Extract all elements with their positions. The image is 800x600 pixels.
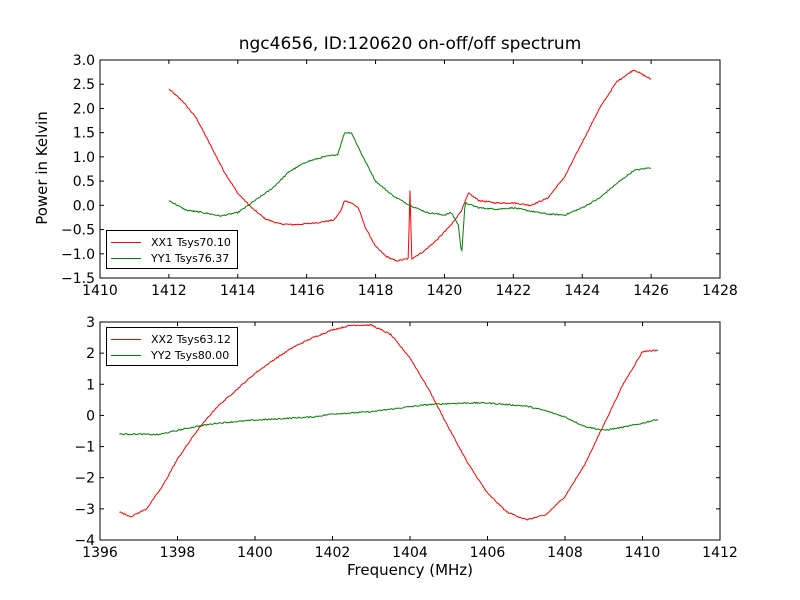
y-tick-label: 1.5 <box>73 126 95 142</box>
x-tick-label: 1396 <box>82 545 118 561</box>
y-tick-label: −3 <box>74 502 95 518</box>
x-tick-label: 1406 <box>470 545 506 561</box>
x-tick-label: 1400 <box>237 545 273 561</box>
legend-label-xx1: XX1 Tsys70.10 <box>151 235 231 249</box>
legend-entry-yy2: YY2 Tsys80.00 <box>111 347 231 363</box>
series-line-xx2 <box>119 323 659 521</box>
y-tick-label: −0.5 <box>61 223 95 239</box>
x-tick-label: 1428 <box>702 283 738 299</box>
x-tick-label: 1410 <box>82 283 118 299</box>
x-tick-label: 1418 <box>358 283 394 299</box>
series-line-yy1 <box>168 131 652 253</box>
legend-entry-xx1: XX1 Tsys70.10 <box>111 234 231 250</box>
x-tick-label: 1402 <box>315 545 351 561</box>
legend-label-xx2: XX2 Tsys63.12 <box>151 332 231 346</box>
y-tick-label: 2.5 <box>73 77 95 93</box>
y-tick-label: 0.5 <box>73 174 95 190</box>
series-line-xx1 <box>168 69 652 262</box>
x-axis-label: Frequency (MHz) <box>346 561 474 579</box>
y-tick-label: −1.5 <box>61 271 95 287</box>
y-tick-label: −2 <box>74 471 95 487</box>
x-tick-label: 1412 <box>702 545 738 561</box>
y-tick-label: 2.0 <box>73 101 95 117</box>
legend-entry-xx2: XX2 Tsys63.12 <box>111 331 231 347</box>
x-tick-label: 1420 <box>427 283 463 299</box>
chart-title: ngc4656, ID:120620 on-off/off spectrum <box>238 34 582 54</box>
y-tick-label: −1 <box>74 440 95 456</box>
legend-swatch-xx1 <box>111 241 141 243</box>
x-tick-label: 1426 <box>633 283 669 299</box>
x-tick-label: 1404 <box>392 545 428 561</box>
legend-swatch-xx2 <box>111 338 141 340</box>
y-tick-label: 2 <box>86 346 95 362</box>
x-tick-label: 1414 <box>220 283 256 299</box>
y-tick-label: 0 <box>86 408 95 424</box>
legend-entry-yy1: YY1 Tsys76.37 <box>111 250 231 266</box>
x-tick-label: 1422 <box>496 283 532 299</box>
x-tick-label: 1398 <box>160 545 196 561</box>
y-tick-label: 0.0 <box>73 198 95 214</box>
legend-label-yy1: YY1 Tsys76.37 <box>151 251 230 265</box>
y-tick-label: 3.0 <box>73 53 95 69</box>
x-tick-label: 1424 <box>564 283 600 299</box>
x-tick-label: 1416 <box>289 283 325 299</box>
y-tick-label: −1.0 <box>61 247 95 263</box>
y-tick-label: 1 <box>86 377 95 393</box>
x-tick-label: 1410 <box>625 545 661 561</box>
y-tick-label: 1.0 <box>73 150 95 166</box>
y-tick-label: −4 <box>74 533 95 549</box>
top-legend: XX1 Tsys70.10 YY1 Tsys76.37 <box>106 230 238 269</box>
plot-frame <box>99 59 721 279</box>
legend-label-yy2: YY2 Tsys80.00 <box>151 348 230 362</box>
legend-swatch-yy2 <box>111 354 141 356</box>
y-tick-label: 3 <box>86 315 95 331</box>
x-tick-label: 1412 <box>151 283 187 299</box>
x-tick-label: 1408 <box>547 545 583 561</box>
series-line-yy2 <box>119 401 659 436</box>
legend-swatch-yy1 <box>111 257 141 259</box>
bottom-legend: XX2 Tsys63.12 YY2 Tsys80.00 <box>106 327 238 366</box>
